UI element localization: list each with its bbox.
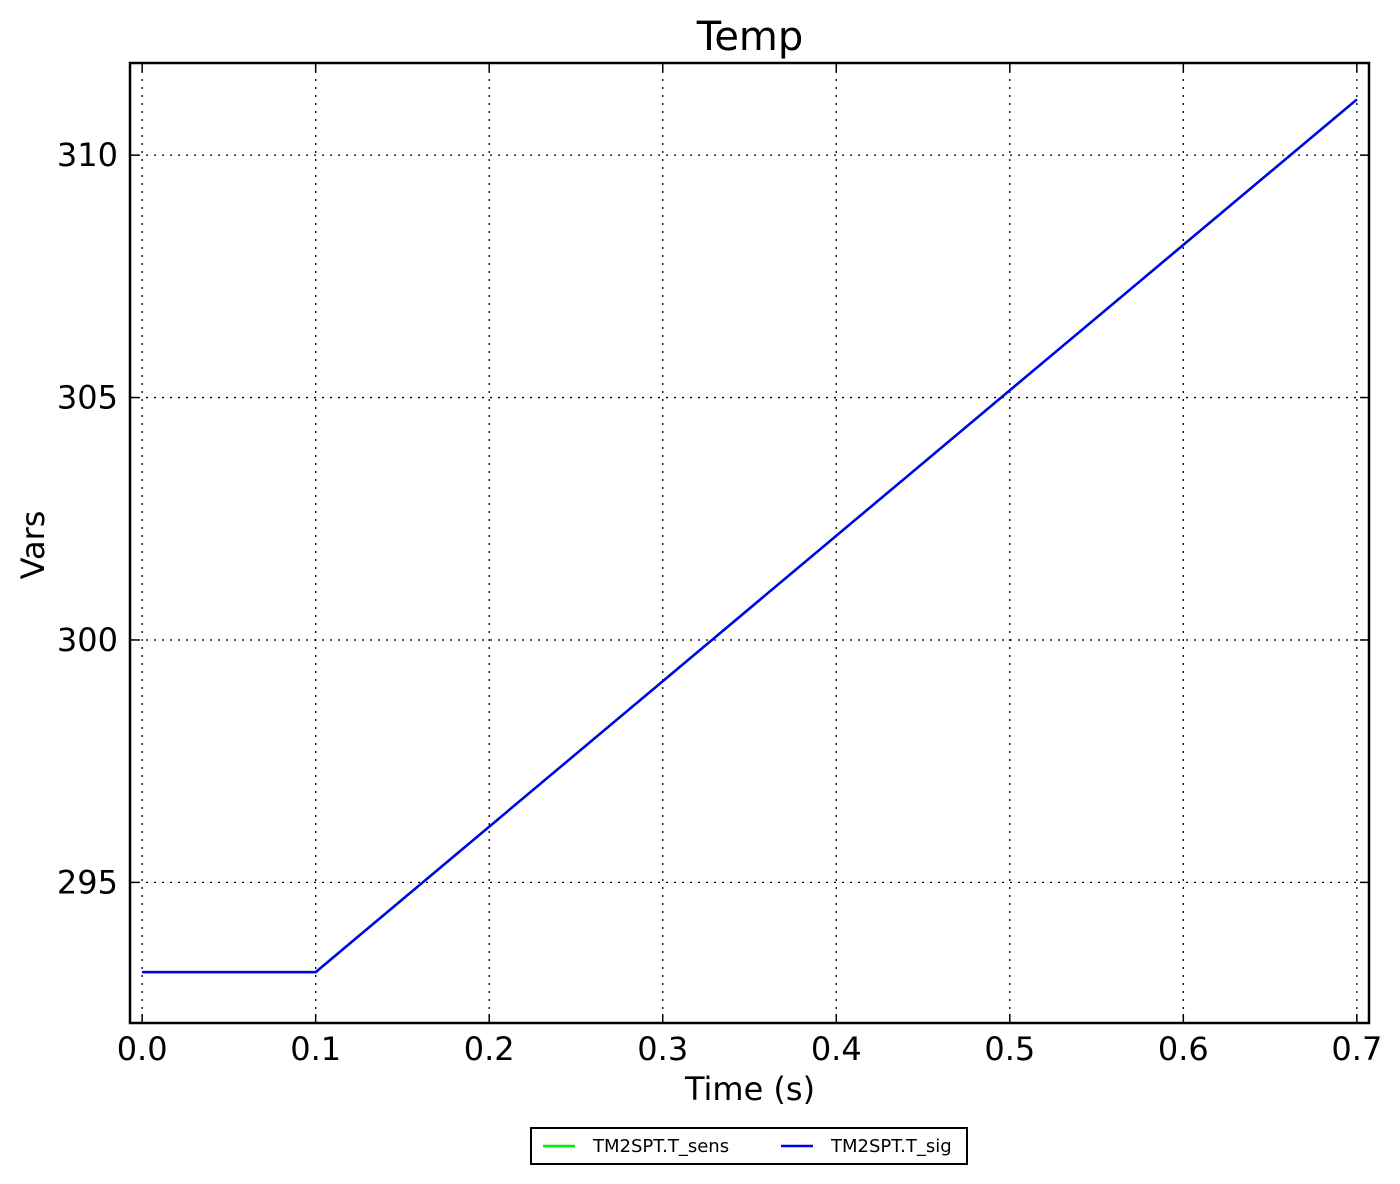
legend-label: TM2SPT.T_sig: [830, 1136, 952, 1157]
x-tick-label: 0.3: [637, 1030, 688, 1068]
x-tick-label: 0.5: [984, 1030, 1035, 1068]
y-tick-label: 310: [57, 136, 118, 174]
legend-label: TM2SPT.T_sens: [592, 1136, 729, 1157]
axis-ticks: 0.0 0.1 0.2 0.3 0.4 0.5 0.6 0.7 295 300 305 310: [57, 63, 1382, 1068]
legend-box: [530, 1127, 968, 1165]
series-line: [142, 98, 1358, 974]
legend: TM2SPT.T_sens TM2SPT.T_sig: [530, 1127, 968, 1165]
y-tick-label: 295: [57, 863, 118, 901]
y-axis-title: Vars: [14, 511, 52, 580]
x-tick-label: 0.7: [1331, 1030, 1382, 1068]
plot-series: [142, 98, 1358, 974]
x-tick-label: 0.4: [811, 1030, 862, 1068]
y-tick-label: 305: [57, 379, 118, 417]
x-tick-label: 0.2: [464, 1030, 515, 1068]
x-tick-label: 0.1: [290, 1030, 341, 1068]
plot-frame: [128, 61, 1371, 1025]
x-tick-label: 0.0: [117, 1030, 168, 1068]
y-tick-label: 300: [57, 621, 118, 659]
x-tick-label: 0.6: [1158, 1030, 1209, 1068]
x-axis-title: Time (s): [684, 1070, 815, 1108]
series-line: [142, 98, 1358, 974]
grid: [130, 63, 1369, 1023]
chart-title: Temp: [696, 14, 804, 60]
